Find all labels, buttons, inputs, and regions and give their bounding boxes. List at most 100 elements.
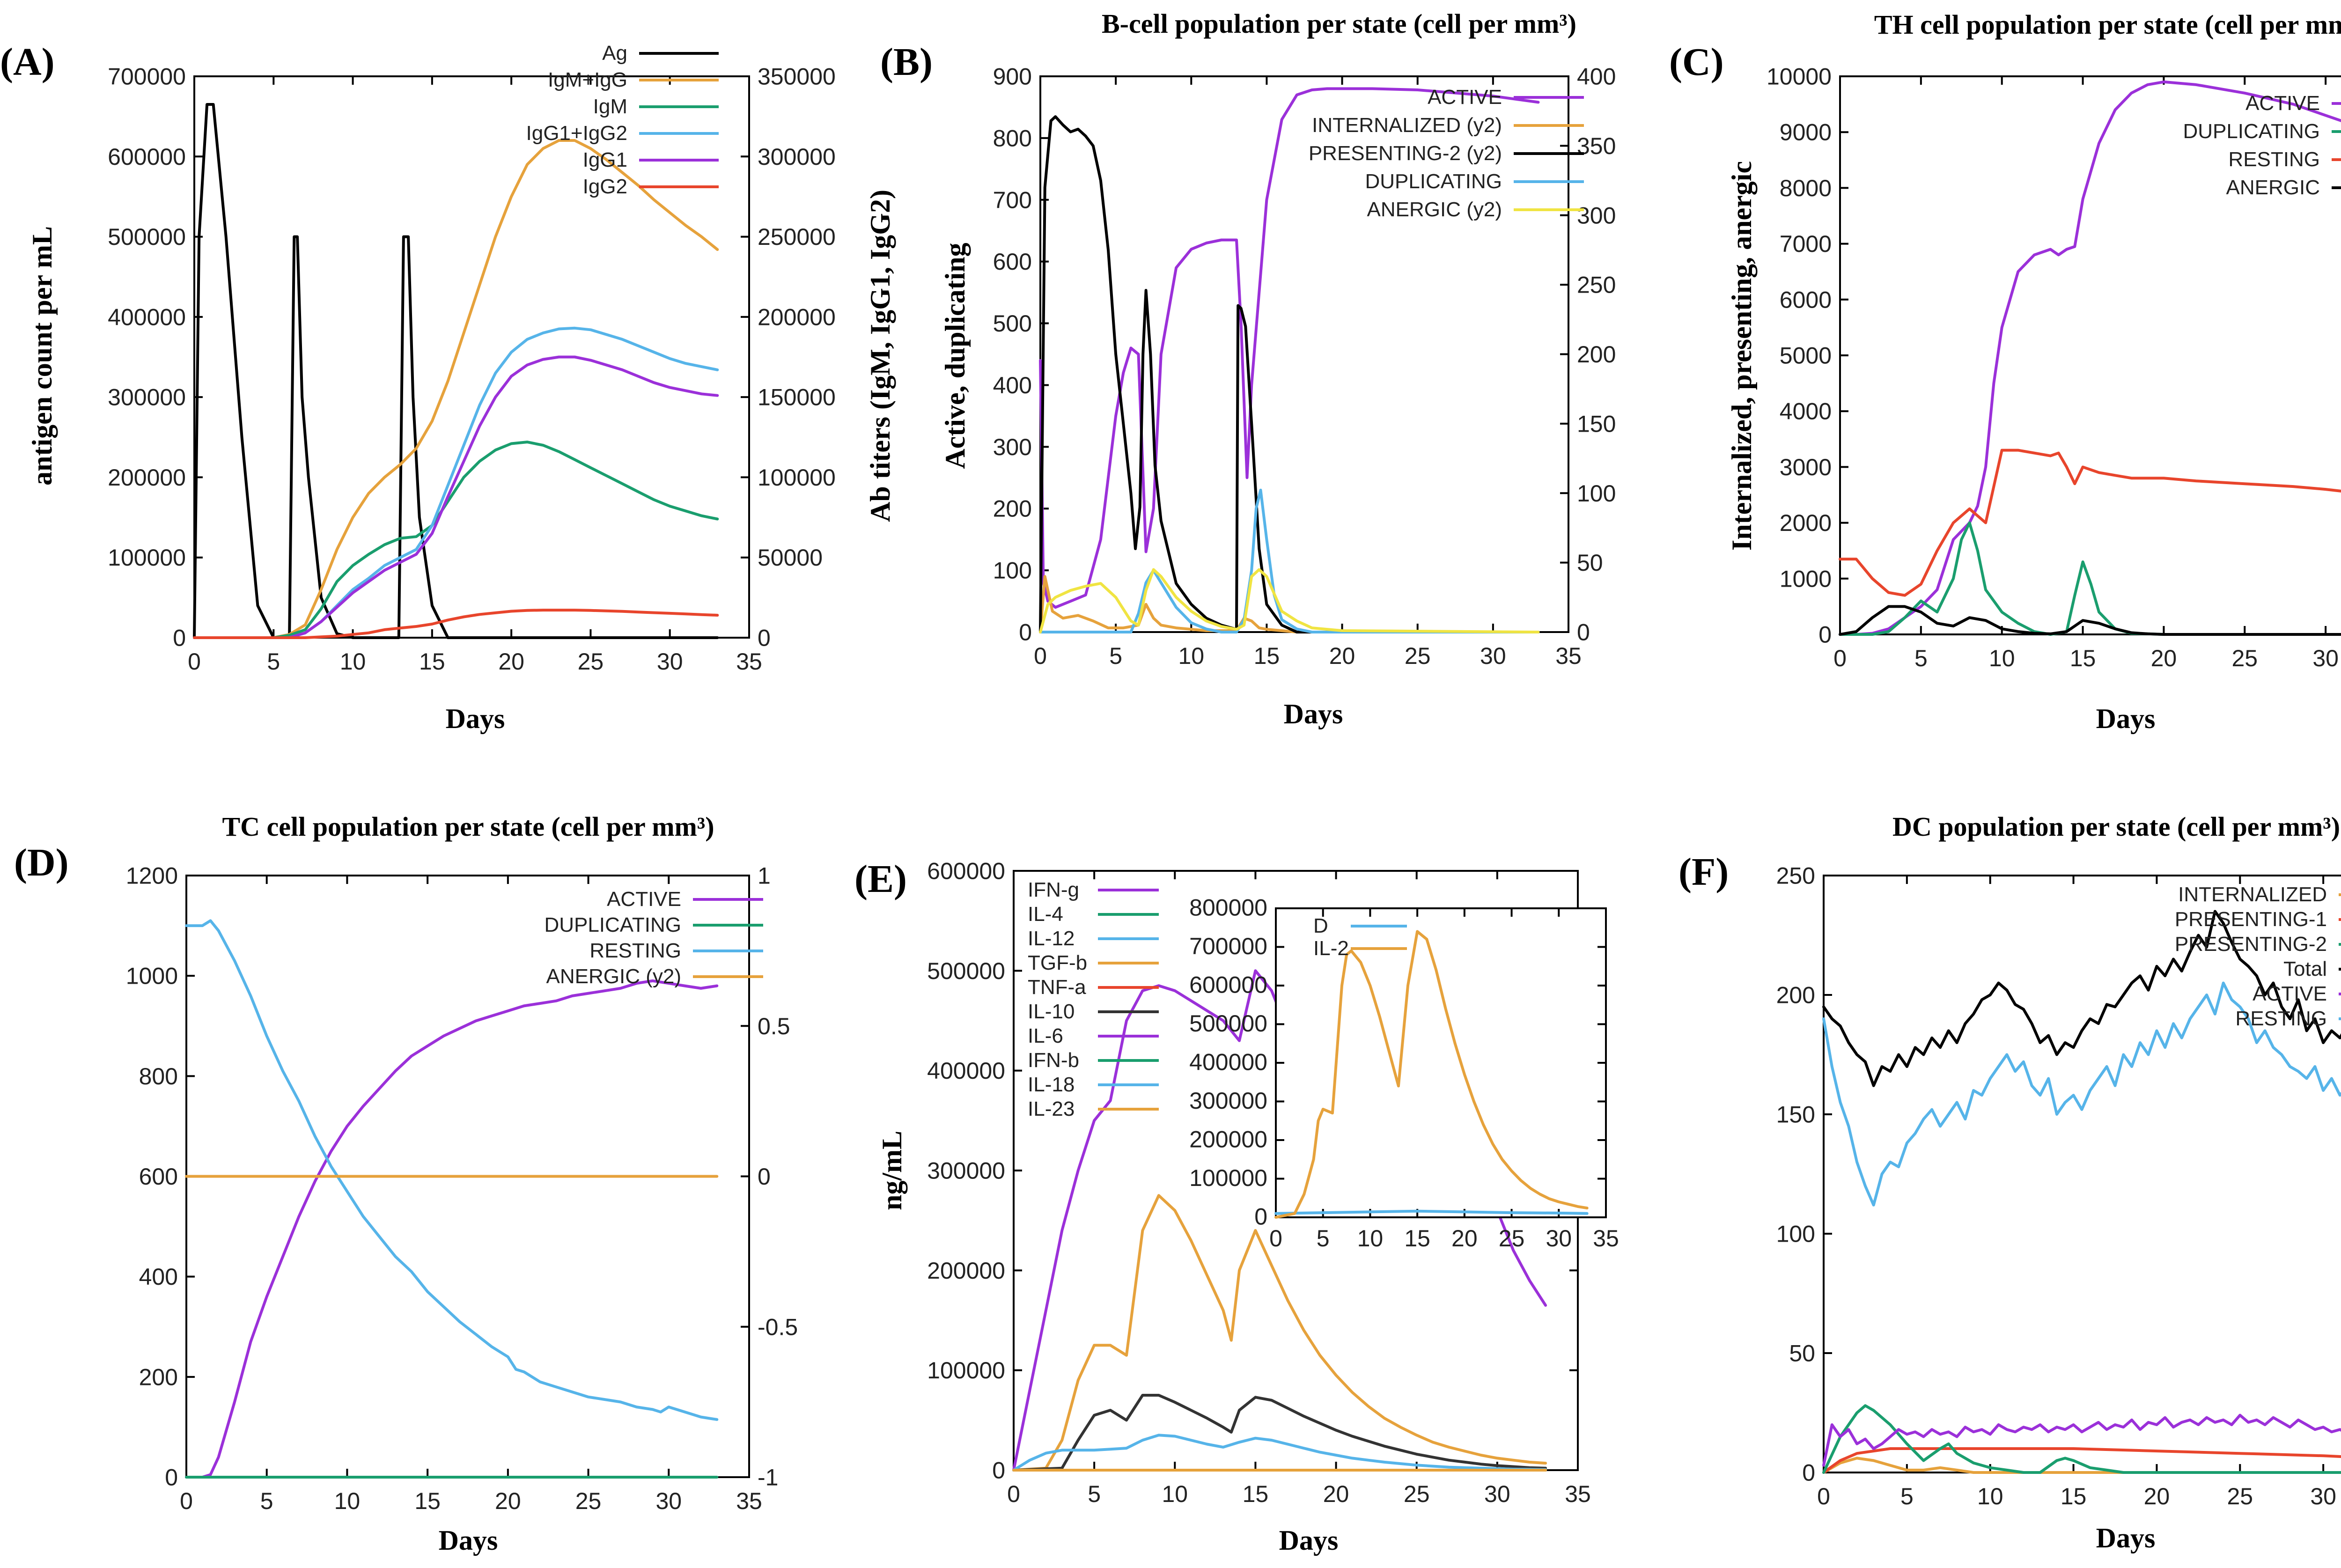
legend: Ag IgM+IgG IgM IgG1+IgG2 IgG1 IgG2 [526, 42, 719, 198]
series-internalized-y2 [1039, 575, 1540, 633]
series-ag [193, 103, 719, 639]
x-tick-label: 35 [1593, 1225, 1619, 1251]
legend-label: ACTIVE [2253, 982, 2327, 1005]
series-active [1839, 80, 2341, 636]
y-tick-label: 1000 [126, 963, 178, 989]
series-igg2 [193, 609, 719, 639]
x-tick-label: 35 [736, 648, 762, 675]
legend-label: IgG1+IgG2 [526, 122, 627, 145]
y-tick-label: 700000 [1189, 933, 1267, 959]
series-presenting-2 [1822, 1404, 2341, 1474]
x-axis-label: Days [1284, 699, 1343, 729]
y-tick-label: 200 [139, 1364, 178, 1390]
x-tick-label: 25 [1499, 1225, 1525, 1251]
panel-letter: (C) [1669, 40, 1724, 84]
x-axis-label: Days [446, 703, 505, 734]
y-tick-label: 0 [1254, 1203, 1267, 1229]
y2-tick-label: 150000 [758, 384, 836, 411]
y-tick-label: 6000 [1780, 287, 1832, 313]
legend-label: IL-23 [1028, 1097, 1075, 1120]
legend-label: IgG1 [583, 148, 627, 171]
legend-label: IgM+IgG [548, 68, 627, 91]
x-tick-label: 25 [578, 648, 604, 675]
x-tick-label: 15 [419, 648, 445, 675]
y-tick-label: 100000 [108, 545, 186, 571]
series-duplicating [1039, 488, 1540, 633]
x-tick-label: 30 [657, 648, 683, 675]
legend-label: INTERNALIZED [2178, 883, 2327, 906]
series-presenting-2-y2 [1039, 115, 1540, 633]
legend-label: DUPLICATING [2183, 120, 2320, 143]
x-tick-label: 0 [1833, 645, 1847, 671]
y2-tick-label: 200 [1577, 341, 1616, 368]
y-tick-label: 200 [993, 496, 1032, 522]
y-axis-label: antigen count per mL [27, 226, 58, 486]
x-tick-label: 0 [1269, 1225, 1282, 1251]
y-tick-label: 600000 [108, 144, 186, 170]
x-tick-label: 10 [1989, 645, 2015, 671]
x-axis-label: Days [439, 1525, 498, 1556]
legend-label: RESTING [2228, 148, 2320, 171]
y-tick-label: 300000 [1189, 1088, 1267, 1114]
series-active [1039, 87, 1540, 609]
x-tick-label: 15 [1243, 1481, 1269, 1507]
x-tick-label: 15 [1254, 643, 1280, 669]
y2-tick-label: 50 [1577, 550, 1603, 576]
legend: ACTIVE DUPLICATING RESTING ANERGIC [2183, 92, 2341, 199]
x-tick-label: 10 [1357, 1225, 1384, 1251]
x-tick-label: 25 [2231, 645, 2258, 671]
legend-label: INTERNALIZED (y2) [1312, 114, 1502, 137]
y2-tick-label: 100 [1577, 480, 1616, 507]
x-axis-label: Days [2096, 703, 2156, 734]
series-resting [1822, 981, 2341, 1207]
plot-frame [1823, 875, 2341, 1473]
legend: DIL-2 [1313, 914, 1407, 960]
y-tick-label: 200000 [927, 1258, 1005, 1284]
legend: IFN-gIL-4IL-12TGF-bTNF-aIL-10IL-6IFN-bIL… [1028, 878, 1159, 1120]
y-tick-label: 200 [1776, 982, 1815, 1009]
series-igm-igg [193, 139, 719, 639]
x-tick-label: 30 [655, 1488, 682, 1514]
y-tick-label: 400 [139, 1264, 178, 1290]
y-tick-label: 500000 [927, 958, 1005, 984]
series-anergic-y2 [1039, 568, 1540, 633]
y-tick-label: 500 [993, 310, 1032, 337]
y2-tick-label: 150 [1577, 411, 1616, 437]
y-axis-label: ng/mL [876, 1131, 907, 1210]
y-tick-label: 400000 [108, 304, 186, 330]
y-tick-label: 200000 [108, 464, 186, 491]
panel-letter: (B) [880, 40, 933, 84]
series-active [1822, 1413, 2341, 1467]
panel-d: 0 5 10 15 20 25 30 35020040060080010001200-1-0.… [14, 811, 798, 1556]
y-tick-label: 700000 [108, 64, 186, 90]
y-tick-label: 100 [1776, 1221, 1815, 1247]
series-anergic [1839, 605, 2341, 636]
y2-tick-label: 0.5 [758, 1013, 790, 1039]
y-tick-label: 1000 [1780, 566, 1832, 592]
x-tick-label: 5 [260, 1488, 273, 1514]
y2-tick-label: 300000 [758, 144, 836, 170]
x-tick-label: 30 [2312, 645, 2339, 671]
y-tick-label: 7000 [1780, 231, 1832, 257]
panel-b: 0 5 10 15 20 25 30 3501002003004005006007008009… [880, 8, 1616, 729]
x-tick-label: 25 [1405, 643, 1431, 669]
y-tick-label: 1200 [126, 863, 178, 889]
y2-tick-label: -0.5 [758, 1314, 798, 1340]
x-tick-label: 5 [1900, 1483, 1914, 1509]
y-tick-label: 200000 [1189, 1126, 1267, 1152]
y-tick-label: 100000 [927, 1357, 1005, 1384]
series-il-10 [1012, 1394, 1547, 1472]
panel-letter: (D) [14, 841, 69, 884]
panel-title: TH cell population per state (cell per m… [1874, 9, 2341, 40]
legend-label: TGF-b [1028, 951, 1087, 974]
panel-title: TC cell population per state (cell per m… [222, 811, 714, 842]
x-axis-label: Days [1279, 1525, 1339, 1556]
y2-tick-label: 250 [1577, 272, 1616, 298]
y-tick-label: 600000 [927, 858, 1005, 884]
y-tick-label: 8000 [1780, 175, 1832, 201]
y2-tick-label: 200000 [758, 304, 836, 330]
y-tick-label: 0 [173, 625, 186, 651]
y2-tick-label: 350000 [758, 64, 836, 90]
panel-letter: (F) [1678, 850, 1729, 894]
